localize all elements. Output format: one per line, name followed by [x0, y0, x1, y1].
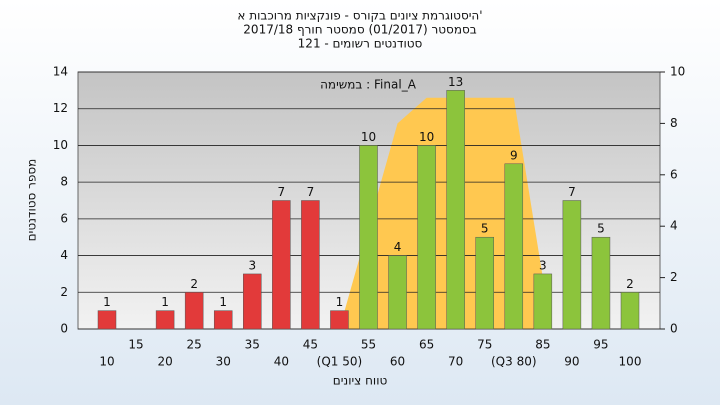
- bar: [504, 163, 524, 330]
- x-tick-label: (Q1 50): [317, 355, 363, 369]
- x-tick-label: 60: [390, 355, 405, 369]
- bar: [591, 236, 611, 330]
- y-tick-label: 0: [60, 322, 68, 336]
- data-label: 1: [103, 295, 111, 309]
- bar: [330, 310, 349, 330]
- data-label: 9: [510, 148, 518, 162]
- data-label: 13: [448, 75, 463, 89]
- bar: [446, 90, 465, 330]
- x-tick-label: 90: [564, 355, 579, 369]
- chart-subtitle: בסמסטר (01/2017) סמסטר חורף 2017/18: [243, 23, 476, 37]
- chart-title: היסטוגרמת ציונים בקורס - פונקציות מרוכבו…: [237, 9, 482, 23]
- x-tick-label: 100: [619, 355, 642, 369]
- y2-tick-label: 8: [670, 116, 678, 130]
- bar: [620, 292, 640, 330]
- x-tick-label: 30: [216, 355, 231, 369]
- bar: [155, 310, 175, 330]
- x-tick-label: 95: [593, 338, 608, 352]
- data-label: 2: [190, 277, 198, 291]
- y-tick-label: 6: [60, 211, 68, 225]
- x-tick-label: 45: [303, 338, 318, 352]
- bar: [533, 273, 553, 330]
- x-tick-label: (Q3 80): [491, 355, 537, 369]
- bar: [417, 145, 436, 330]
- y2-tick-label: 10: [670, 65, 685, 79]
- bar: [97, 310, 117, 330]
- x-tick-label: 55: [361, 338, 376, 352]
- data-label: 1: [161, 295, 169, 309]
- data-label: 1: [336, 295, 344, 309]
- y-tick-label: 12: [53, 101, 68, 115]
- x-tick-label: 15: [128, 338, 143, 352]
- x-tick-label: 35: [245, 338, 260, 352]
- data-label: 1: [219, 295, 227, 309]
- data-label: 3: [539, 258, 547, 272]
- y-tick-label: 8: [60, 175, 68, 189]
- chart-subtitle: סטודנטים רשומים - 121: [298, 37, 423, 51]
- x-tick-label: 85: [535, 338, 550, 352]
- data-label: 10: [361, 130, 376, 144]
- x-tick-label: 75: [477, 338, 492, 352]
- data-label: 10: [419, 130, 434, 144]
- bar: [272, 200, 291, 330]
- x-tick-label: 70: [448, 355, 463, 369]
- y2-tick-label: 4: [670, 219, 678, 233]
- x-tick-label: 25: [187, 338, 202, 352]
- x-tick-label: 40: [274, 355, 289, 369]
- bar: [301, 200, 320, 330]
- x-tick-label: 10: [99, 355, 114, 369]
- y-tick-label: 14: [53, 65, 68, 79]
- data-label: 3: [248, 258, 256, 272]
- data-label: 7: [568, 185, 576, 199]
- bar: [243, 273, 262, 330]
- data-label: 7: [278, 185, 286, 199]
- annotation: במשימה : Final_A: [320, 78, 417, 92]
- x-tick-label: 20: [157, 355, 172, 369]
- data-label: 4: [394, 240, 402, 254]
- bar: [359, 145, 378, 330]
- y-tick-label: 4: [60, 248, 68, 262]
- y-tick-label: 10: [53, 138, 68, 152]
- x-tick-label: 65: [419, 338, 434, 352]
- y2-tick-label: 6: [670, 167, 678, 181]
- y2-tick-label: 2: [670, 270, 678, 284]
- y-tick-label: 2: [60, 285, 68, 299]
- bar: [388, 255, 407, 330]
- data-label: 7: [307, 185, 315, 199]
- bar: [475, 236, 494, 330]
- data-label: 2: [626, 277, 634, 291]
- y-axis-label: מספר סטודנטים: [25, 159, 39, 242]
- bar: [213, 310, 233, 330]
- bar: [562, 200, 582, 330]
- data-label: 5: [481, 222, 489, 236]
- y2-tick-label: 0: [670, 322, 678, 336]
- bar: [184, 292, 204, 330]
- data-label: 5: [597, 222, 605, 236]
- x-axis-label: טווח ציונים: [333, 374, 388, 388]
